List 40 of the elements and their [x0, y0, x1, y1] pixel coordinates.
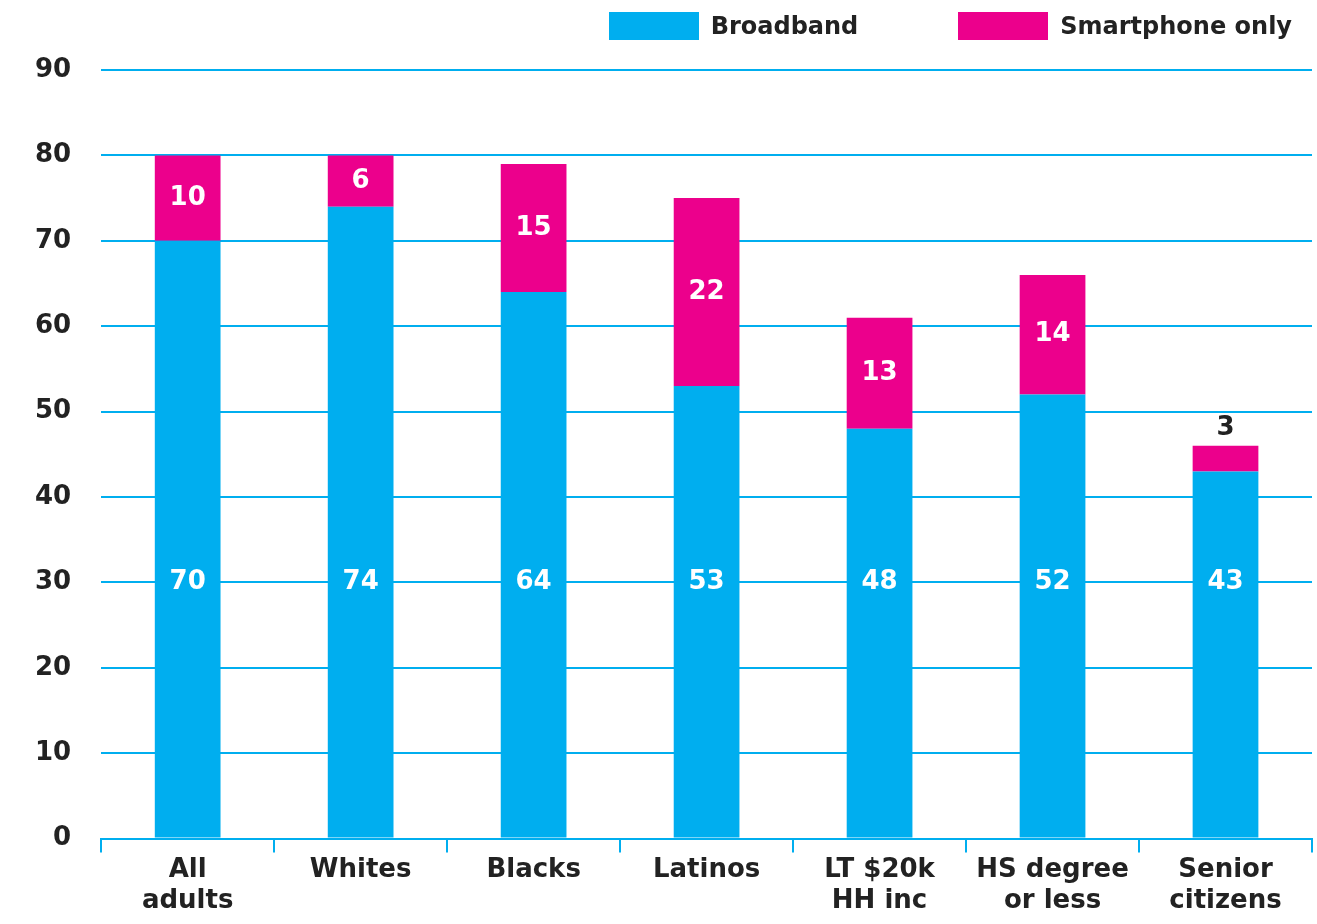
data-label: 3: [1216, 410, 1235, 441]
data-label: 6: [351, 163, 370, 194]
data-label: 52: [1034, 565, 1071, 596]
legend-label: Smartphone only: [1060, 12, 1292, 40]
bar: [1019, 274, 1086, 395]
y-tick-label: 10: [34, 735, 72, 766]
x-tick-label: All adults: [141, 852, 234, 915]
y-tick-label: 80: [34, 138, 72, 169]
x-tick-label: HS degree or less: [976, 852, 1129, 915]
data-label: 43: [1207, 565, 1244, 596]
bar: [673, 198, 740, 386]
data-label: 74: [342, 565, 379, 596]
bar: [500, 163, 567, 293]
data-label: 14: [1034, 317, 1071, 348]
y-tick-label: 30: [34, 565, 72, 596]
data-label: 22: [688, 274, 725, 305]
bar: [846, 317, 913, 429]
bar: [1192, 445, 1259, 472]
data-label: 53: [688, 565, 725, 596]
data-label: 15: [515, 210, 552, 241]
x-tick-label: Blacks: [486, 852, 581, 883]
bar: [327, 155, 394, 207]
y-tick-label: 60: [34, 308, 72, 339]
x-tick-label: Latinos: [652, 852, 761, 883]
data-label: 64: [515, 565, 552, 596]
bar: [154, 155, 221, 241]
legend-label: Broadband: [710, 12, 859, 40]
x-tick-label: LT $20k HH inc: [824, 852, 936, 915]
y-tick-label: 90: [34, 52, 72, 83]
data-label: 48: [861, 565, 898, 596]
x-tick-label: Whites: [309, 852, 412, 883]
x-tick-label: Senior citizens: [1169, 852, 1282, 915]
data-label: 13: [861, 355, 898, 386]
y-tick-label: 70: [34, 223, 72, 254]
y-tick-label: 20: [34, 650, 72, 681]
y-tick-label: 50: [34, 394, 72, 425]
data-label: 70: [169, 565, 206, 596]
data-label: 10: [169, 180, 206, 211]
y-tick-label: 40: [34, 479, 72, 510]
y-tick-label: 0: [53, 821, 72, 852]
